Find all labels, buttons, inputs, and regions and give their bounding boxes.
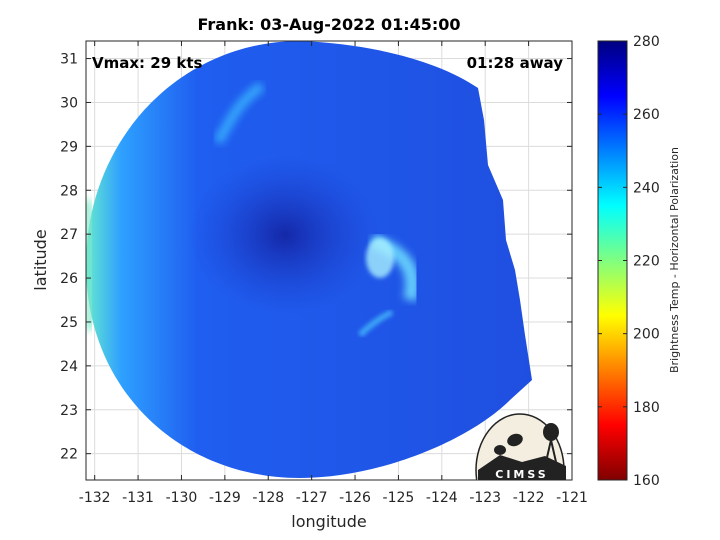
x-tick-label: -127 bbox=[296, 490, 328, 506]
axes-box bbox=[85, 40, 573, 481]
colorbar-ticks: 160 180 200 220 240 260 280 bbox=[598, 34, 660, 489]
x-tick-label: -124 bbox=[426, 490, 458, 506]
colorbar-tick-label: 160 bbox=[633, 473, 660, 489]
x-tick-label: -126 bbox=[339, 490, 371, 506]
colorbar-tick-label: 220 bbox=[633, 254, 660, 270]
colorbar-tick-label: 260 bbox=[633, 107, 660, 123]
x-tick-label: -128 bbox=[252, 490, 284, 506]
logo-text: CIMSS bbox=[495, 468, 548, 481]
cimss-logo: CIMSS bbox=[475, 413, 566, 481]
x-tick-label: -132 bbox=[79, 490, 111, 506]
time-away-annotation: 01:28 away bbox=[467, 54, 564, 72]
colorbar-tick-label: 200 bbox=[633, 327, 660, 343]
cloud-band-south bbox=[357, 309, 394, 338]
x-tick-label: -130 bbox=[166, 490, 198, 506]
y-tick-label: 22 bbox=[60, 447, 78, 463]
x-tick-label: -131 bbox=[122, 490, 154, 506]
x-tick-label: -123 bbox=[469, 490, 501, 506]
tick-marks bbox=[86, 41, 573, 480]
y-tick-label: 28 bbox=[60, 183, 78, 199]
colorbar-tick-label: 180 bbox=[633, 400, 660, 416]
colorbar-label: Brightness Temp - Horizontal Polarizatio… bbox=[668, 147, 681, 373]
vmax-annotation: Vmax: 29 kts bbox=[92, 54, 202, 72]
cloud-edge-west bbox=[86, 199, 98, 331]
y-axis-label: latitude bbox=[31, 229, 50, 290]
chart-title: Frank: 03-Aug-2022 01:45:00 bbox=[197, 15, 460, 34]
x-tick-label: -122 bbox=[513, 490, 545, 506]
satellite-swath bbox=[86, 41, 532, 478]
x-tick-labels: -132 -131 -130 -129 -128 -127 -126 -125 -124 -123… bbox=[79, 490, 588, 506]
colorbar: 160 180 200 220 240 260 280 Brightness Temp - … bbox=[597, 34, 681, 489]
y-tick-label: 29 bbox=[60, 139, 78, 155]
y-tick-label: 31 bbox=[60, 52, 78, 68]
y-tick-label: 26 bbox=[60, 271, 78, 287]
x-tick-label: -121 bbox=[556, 490, 588, 506]
x-axis-label: longitude bbox=[291, 512, 366, 531]
x-tick-label: -129 bbox=[209, 490, 241, 506]
x-tick-label: -125 bbox=[383, 490, 415, 506]
storm-core bbox=[190, 155, 380, 315]
cloud-band-north bbox=[213, 81, 265, 145]
colorbar-tick-label: 280 bbox=[633, 34, 660, 50]
y-tick-label: 27 bbox=[60, 227, 78, 243]
y-tick-label: 30 bbox=[60, 95, 78, 111]
y-tick-label: 24 bbox=[60, 359, 78, 375]
colorbar-scale bbox=[597, 40, 628, 481]
y-tick-labels: 22 23 24 25 26 27 28 29 30 31 bbox=[60, 52, 78, 463]
y-tick-label: 25 bbox=[60, 315, 78, 331]
y-tick-label: 23 bbox=[60, 403, 78, 419]
convective-cell bbox=[366, 238, 394, 278]
colorbar-tick-label: 240 bbox=[633, 180, 660, 196]
